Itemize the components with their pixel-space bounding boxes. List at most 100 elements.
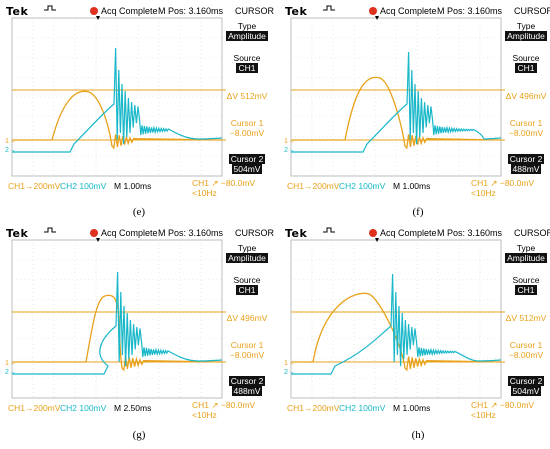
waveform-plot: 1→2→ <box>284 227 505 399</box>
cursor-readout: ΔV 496mV <box>505 91 547 101</box>
cursor2-box[interactable]: Cursor 2 504mV <box>507 376 545 396</box>
caption-f: (f) <box>412 206 424 218</box>
mpos-readout: M Pos: 3.160ms <box>437 228 503 238</box>
ch1-trace <box>291 76 502 150</box>
trigger-position-icon <box>96 16 100 20</box>
trigger-freq: <10Hz <box>471 188 496 198</box>
brand-label: Tek <box>285 5 308 18</box>
waveform-plot: 1→2→ <box>284 5 505 177</box>
trigger-mode-icon <box>323 227 335 233</box>
ch2-trace <box>12 271 223 375</box>
scope-panel-f: 1→ 2→ Tek Acq Complete M Pos: 3.160ms CUR… <box>283 4 550 198</box>
ch1-ground-marker: 1→ <box>5 138 16 145</box>
scope-panel-h: 1→ 2→ Tek Acq Complete M Pos: 3.160ms CUR… <box>283 226 550 420</box>
cursor2-box[interactable]: Cursor 2 488mV <box>228 376 266 396</box>
source-value[interactable]: CH1 <box>515 285 537 295</box>
ch2-scale: CH2 100mV <box>339 403 386 413</box>
timebase: M 1.00ms <box>114 181 152 191</box>
ch1-scale: CH1→200mV <box>8 181 61 191</box>
type-value[interactable]: Amplitude <box>226 31 268 41</box>
scope-panel-e: 1→ 2→ Tek Acq Complete M Pos: 3.160ms CUR… <box>4 4 274 198</box>
cursor1-label: Cursor 1 <box>230 340 264 350</box>
source-value[interactable]: CH1 <box>236 63 258 73</box>
ch1-ground-marker: 1→ <box>284 360 295 367</box>
cursor-readout: ΔV 512mV <box>226 91 268 101</box>
acq-dot-icon <box>369 7 377 15</box>
caption-h: (h) <box>411 429 425 441</box>
type-value[interactable]: Amplitude <box>505 253 547 263</box>
source-label: Source <box>512 53 540 63</box>
ch2-scale: CH2 100mV <box>60 403 107 413</box>
ch2-ground-marker: 2→ <box>5 147 16 154</box>
ch2-scale: CH2 100mV <box>339 181 386 191</box>
trigger-readout: CH1 ↗ −80.0mV <box>471 178 535 188</box>
type-value[interactable]: Amplitude <box>226 253 268 263</box>
cursor1-value: −8.00mV <box>508 350 544 360</box>
source-value[interactable]: CH1 <box>236 285 258 295</box>
trigger-mode-icon <box>44 227 56 233</box>
cursor1-value: −8.00mV <box>229 350 265 360</box>
trigger-readout: CH1 ↗ −80.0mV <box>192 400 256 410</box>
trigger-freq: <10Hz <box>192 410 217 420</box>
ch2-ground-marker: 2→ <box>284 369 295 376</box>
ch1-scale: CH1→200mV <box>287 403 340 413</box>
scope-panel-g: 1→ 2→ Tek Acq Complete M Pos: 3.160ms CUR… <box>4 226 274 420</box>
acq-dot-icon <box>369 229 377 237</box>
source-value[interactable]: CH1 <box>515 63 537 73</box>
timebase: M 2.50ms <box>114 403 152 413</box>
waveform-plot: 1→2→ <box>5 5 226 177</box>
source-label: Source <box>512 275 540 285</box>
cursor1-label: Cursor 1 <box>230 118 264 128</box>
trigger-mode-icon <box>323 5 335 11</box>
source-label: Source <box>233 275 261 285</box>
acq-status: Acq Complete <box>90 6 158 16</box>
ch2-scale: CH2 100mV <box>60 181 107 191</box>
cursor2-box[interactable]: Cursor 2 504mV <box>228 154 266 174</box>
caption-e: (e) <box>132 206 146 218</box>
timebase: M 1.00ms <box>393 403 431 413</box>
acq-status-text: Acq Complete <box>380 6 437 16</box>
trigger-freq: <10Hz <box>471 410 496 420</box>
cursor1-value: −8.00mV <box>508 128 544 138</box>
cursor1-label: Cursor 1 <box>509 118 543 128</box>
acq-status-text: Acq Complete <box>380 228 437 238</box>
timebase: M 1.00ms <box>393 181 431 191</box>
acq-status: Acq Complete <box>90 228 158 238</box>
ch2-ground-marker: 2→ <box>284 147 295 154</box>
ch2-trace <box>291 51 502 153</box>
cursor1-value: −8.00mV <box>229 128 265 138</box>
type-label: Type <box>516 243 536 253</box>
mode-label: CURSOR <box>235 228 275 238</box>
type-label: Type <box>516 21 536 31</box>
trigger-readout: CH1 ↗ −80.0mV <box>471 400 535 410</box>
brand-label: Tek <box>6 227 29 240</box>
ch1-ground-marker: 1→ <box>5 360 16 367</box>
mpos-readout: M Pos: 3.160ms <box>158 6 224 16</box>
mpos-readout: M Pos: 3.160ms <box>158 228 224 238</box>
ch1-trace <box>12 90 223 150</box>
acq-status: Acq Complete <box>369 228 437 238</box>
cursor-readout: ΔV 512mV <box>505 313 547 323</box>
brand-label: Tek <box>285 227 308 240</box>
ch1-trace <box>12 294 223 372</box>
type-value[interactable]: Amplitude <box>505 31 547 41</box>
mpos-readout: M Pos: 3.160ms <box>437 6 503 16</box>
acq-status-text: Acq Complete <box>101 6 158 16</box>
ch2-ground-marker: 2→ <box>5 369 16 376</box>
acq-dot-icon <box>90 229 98 237</box>
trigger-position-icon <box>375 16 379 20</box>
acq-status-text: Acq Complete <box>101 228 158 238</box>
mode-label: CURSOR <box>514 6 550 16</box>
trigger-mode-icon <box>44 5 56 11</box>
trigger-position-icon <box>375 238 379 242</box>
caption-g: (g) <box>132 429 146 441</box>
ch1-trace <box>291 292 502 372</box>
cursor2-box[interactable]: Cursor 2 488mV <box>507 154 545 174</box>
ch1-scale: CH1→200mV <box>8 403 61 413</box>
cursor-readout: ΔV 496mV <box>226 313 268 323</box>
trigger-freq: <10Hz <box>192 188 217 198</box>
type-label: Type <box>237 21 257 31</box>
mode-label: CURSOR <box>235 6 275 16</box>
cursor1-label: Cursor 1 <box>509 340 543 350</box>
trigger-position-icon <box>96 238 100 242</box>
